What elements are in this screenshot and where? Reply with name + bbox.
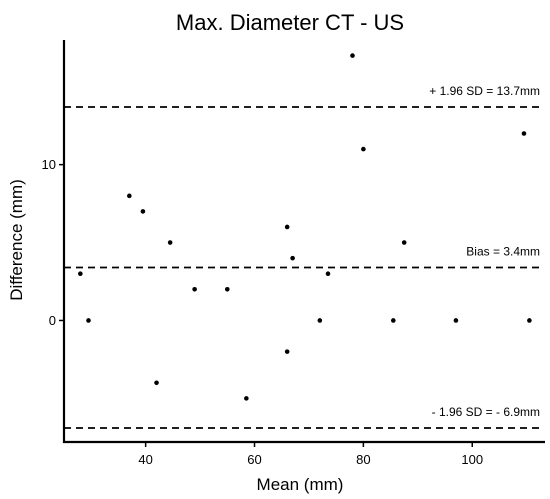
reference-lines: + 1.96 SD = 13.7mm Bias = 3.4mm - 1.96 SD … xyxy=(64,84,543,429)
x-tick-label: 80 xyxy=(356,452,370,467)
reference-label-0: + 1.96 SD = 13.7mm xyxy=(429,84,540,98)
data-point xyxy=(317,318,323,323)
data-point xyxy=(401,240,407,245)
data-point xyxy=(78,271,83,277)
data-points xyxy=(78,53,532,401)
data-point xyxy=(527,318,532,323)
data-point xyxy=(284,349,290,354)
data-point xyxy=(127,193,132,199)
data-point xyxy=(154,380,159,386)
reference-label-2: - 1.96 SD = - 6.9mm xyxy=(432,405,540,419)
x-axis-ticks: 40 60 80 100 xyxy=(138,442,483,467)
reference-label-1: Bias = 3.4mm xyxy=(466,244,540,258)
x-tick-label: 100 xyxy=(461,452,483,467)
data-point xyxy=(521,131,527,136)
y-axis-label: Difference (mm) xyxy=(7,179,26,301)
data-point xyxy=(140,209,146,214)
data-point xyxy=(325,271,331,277)
data-point xyxy=(224,287,230,292)
data-point xyxy=(86,318,91,323)
data-point xyxy=(244,396,249,401)
x-axis-label: Mean (mm) xyxy=(257,475,344,494)
y-tick-label: 0 xyxy=(49,313,56,328)
x-tick-label: 60 xyxy=(247,452,261,467)
data-point xyxy=(391,318,396,323)
x-tick-label: 40 xyxy=(138,452,152,467)
data-point xyxy=(453,318,459,323)
data-point xyxy=(284,224,290,230)
data-point xyxy=(290,255,295,261)
chart-title: Max. Diameter CT - US xyxy=(176,10,404,35)
data-point xyxy=(361,146,366,152)
y-tick-label: 10 xyxy=(42,157,56,172)
data-point xyxy=(192,287,197,292)
y-axis-ticks: 0 10 xyxy=(42,157,64,328)
data-point xyxy=(350,53,355,58)
data-point xyxy=(167,240,173,245)
